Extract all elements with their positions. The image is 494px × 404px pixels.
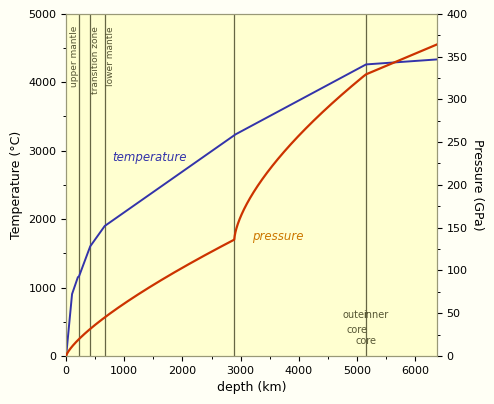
Text: pressure: pressure — [252, 229, 304, 243]
Text: temperature: temperature — [113, 151, 187, 164]
Text: outer: outer — [342, 310, 368, 320]
Text: upper mantle: upper mantle — [70, 26, 79, 87]
Text: inner: inner — [363, 310, 388, 320]
Text: core: core — [356, 336, 377, 346]
Y-axis label: Pressure (GPa): Pressure (GPa) — [471, 139, 484, 231]
Text: transition zone: transition zone — [91, 26, 100, 94]
Text: lower mantle: lower mantle — [106, 26, 115, 86]
X-axis label: depth (km): depth (km) — [217, 381, 286, 394]
Y-axis label: Temperature (°C): Temperature (°C) — [10, 131, 23, 239]
Text: core: core — [346, 325, 368, 335]
